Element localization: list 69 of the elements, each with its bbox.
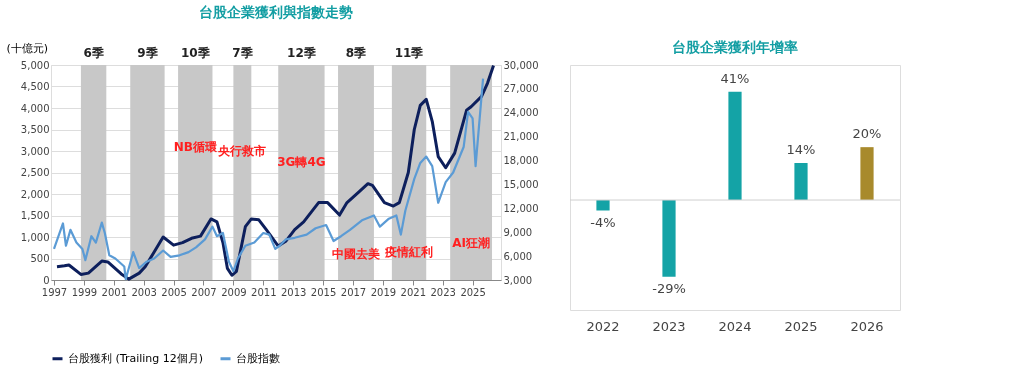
y2-tick-label: 12,000: [503, 202, 539, 214]
y2-tick-label: 9,000: [503, 226, 533, 238]
band-label: 6季: [83, 46, 105, 60]
band-label: 10季: [180, 46, 211, 60]
x-tick-label: 2001: [101, 286, 128, 298]
bar: [662, 200, 676, 277]
x-tick-label: 2025: [460, 286, 486, 298]
x-tick-label: 2007: [191, 286, 217, 298]
annotation: AI狂潮: [452, 236, 490, 251]
x-tick-label: 2015: [310, 286, 337, 298]
bar: [728, 91, 742, 201]
y2-tick-label: 21,000: [503, 131, 539, 143]
y-tick-label: 3,000: [20, 145, 50, 157]
data-label: 14%: [786, 142, 816, 158]
x-tick-label: 2026: [850, 318, 884, 334]
data-label: -4%: [590, 214, 616, 230]
chart-title: 台股企業獲利與指數走勢: [199, 4, 353, 20]
y2-tick-label: 15,000: [503, 178, 539, 190]
legend-label: 台股指數: [236, 351, 280, 365]
y-tick-label: 0: [43, 274, 50, 286]
annotation: NB循環: [173, 139, 218, 154]
band-label: 11季: [394, 46, 425, 60]
y-tick-label: 4,000: [20, 102, 50, 114]
data-label: -29%: [652, 280, 686, 296]
y2-tick-label: 27,000: [503, 83, 539, 95]
band-label: 8季: [345, 46, 368, 60]
annotation: 央行救市: [218, 144, 267, 158]
band-label: 7季: [232, 46, 254, 60]
y-tick-label: 3,500: [20, 124, 50, 135]
y2-tick-label: 30,000: [503, 59, 539, 71]
legend-label: 台股獲利 (Trailing 12個月): [68, 351, 204, 365]
bar: [596, 200, 610, 211]
x-tick-label: 2023: [652, 318, 686, 334]
x-tick-label: 2021: [400, 286, 427, 298]
x-tick-label: 2013: [280, 286, 307, 298]
data-label: 41%: [720, 70, 750, 86]
y-tick-label: 1,000: [20, 231, 50, 243]
y-tick-label: 1,500: [20, 210, 50, 221]
x-tick-label: 1997: [41, 286, 68, 298]
x-tick-label: 2019: [370, 286, 397, 298]
x-tick-label: 2025: [784, 318, 818, 334]
x-tick-label: 2017: [340, 286, 367, 298]
y2-tick-label: 18,000: [503, 155, 539, 167]
y-axis-title: (十億元): [6, 41, 49, 55]
annotation: 中國去美: [331, 247, 380, 262]
data-label: 20%: [852, 126, 882, 142]
annotation: 3G轉4G: [277, 154, 326, 169]
x-tick-label: 1999: [71, 286, 98, 298]
y-tick-label: 5,000: [20, 59, 50, 71]
band-label: 12季: [287, 46, 317, 60]
y-tick-label: 2,500: [20, 167, 50, 178]
chart-title: 台股企業獲利年增率: [672, 39, 798, 55]
annotation: 疫情紅利: [384, 245, 434, 260]
y-tick-label: 500: [30, 253, 50, 264]
x-tick-label: 2022: [586, 318, 620, 334]
x-tick-label: 2003: [131, 286, 157, 298]
x-tick-label: 2011: [251, 286, 277, 298]
x-tick-label: 2024: [718, 318, 752, 334]
x-tick-label: 2009: [221, 286, 247, 298]
x-tick-label: 2005: [161, 286, 187, 298]
bar: [794, 163, 808, 201]
y2-tick-label: 3,000: [503, 274, 533, 286]
band-label: 9季: [137, 46, 159, 60]
y-tick-label: 4,500: [20, 81, 50, 92]
y2-tick-label: 6,000: [503, 250, 533, 262]
bar: [860, 147, 874, 201]
y-tick-label: 2,000: [20, 188, 50, 200]
y2-tick-label: 24,000: [503, 107, 539, 119]
x-tick-label: 2023: [430, 286, 456, 298]
